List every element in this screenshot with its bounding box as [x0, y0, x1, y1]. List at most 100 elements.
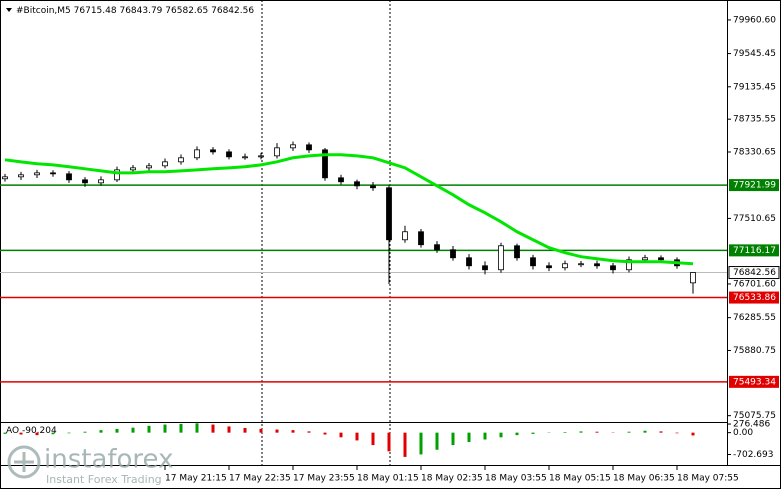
candle [690, 272, 696, 294]
candle [226, 149, 232, 160]
x-tick-label: 18 May 03:55 [485, 474, 547, 484]
candle-body [34, 172, 40, 176]
x-tick-label: 18 May 06:35 [613, 474, 675, 484]
candle-body [690, 272, 696, 284]
candle-body [178, 157, 184, 163]
x-tick-label: 18 May 07:55 [677, 474, 739, 484]
level-label: 76533.86 [733, 293, 776, 303]
candle-body [354, 181, 360, 187]
candle-body [322, 149, 328, 179]
candle-body [546, 265, 552, 269]
candle [338, 174, 344, 185]
candle [578, 261, 584, 268]
x-tick-label: 18 May 02:35 [421, 474, 483, 484]
candle-body [530, 257, 536, 267]
ao-tick-label: 0.00 [733, 428, 753, 438]
symbol: #Bitcoin,M5 [16, 6, 71, 16]
symbol-header: #Bitcoin,M5 76715.48 76843.79 76582.65 7… [16, 6, 254, 16]
x-tick-label: 18 May 05:15 [549, 474, 611, 484]
candle-body [434, 244, 440, 251]
x-tick-label: 18 May 01:15 [357, 474, 419, 484]
y-tick-label: 75075.75 [733, 411, 776, 421]
level-label-box [729, 291, 779, 304]
candle [546, 262, 552, 272]
candle [82, 177, 88, 187]
candle-body [18, 174, 24, 178]
candle [2, 173, 8, 182]
level-label-box [729, 375, 779, 388]
ao-tick-label: -702.693 [733, 450, 773, 460]
candle [258, 152, 264, 160]
x-tick-label: 17 May 21:15 [165, 474, 227, 484]
level-label-box [729, 179, 779, 192]
candle-body [578, 263, 584, 266]
brand: instaforex [44, 445, 173, 475]
candle [626, 256, 632, 273]
menu-arrow[interactable] [6, 8, 12, 12]
ao-tick-label: 276.486 [733, 420, 770, 430]
candle [130, 165, 136, 173]
candle-body [242, 156, 248, 159]
candle [434, 241, 440, 253]
candle [50, 170, 56, 177]
ao-value: -90.204 [22, 426, 57, 436]
y-tick-label: 79545.45 [733, 49, 776, 59]
candle [98, 176, 104, 186]
y-tick-label: 78330.65 [733, 147, 776, 157]
candle-body [274, 147, 280, 157]
candle [242, 153, 248, 160]
moving-average [4, 153, 694, 266]
candle [66, 171, 72, 183]
candle-body [498, 245, 504, 271]
candle-body [194, 149, 200, 159]
y-tick-label: 75880.75 [733, 346, 776, 356]
candle [418, 229, 424, 248]
y-tick-label: 77510.65 [733, 214, 776, 224]
candle-body [258, 155, 264, 158]
candle-body [610, 265, 616, 271]
candle-body [306, 144, 312, 151]
candle [18, 171, 24, 180]
candle-body [594, 263, 600, 267]
y-tick-label: 76285.55 [733, 313, 776, 323]
y-tick-label: 78735.55 [733, 115, 776, 125]
candle [290, 141, 296, 151]
candle-body [226, 151, 232, 158]
candle [274, 143, 280, 159]
candle-body [162, 161, 168, 167]
candle [370, 182, 376, 191]
watermark: instaforex Instant Forex Trading [7, 445, 173, 486]
candle [386, 185, 392, 285]
candle-body [626, 259, 632, 271]
candle-body [210, 149, 216, 153]
ao-name: AO [6, 426, 19, 436]
candle [530, 254, 536, 270]
candle-body [98, 179, 104, 184]
ohlc-close: 76842.56 [211, 6, 254, 16]
ao-label: AO -90.204 [6, 426, 57, 436]
candle-body [482, 265, 488, 271]
level-label: 77116.17 [733, 246, 776, 256]
ohlc-low: 76582.65 [165, 6, 208, 16]
current-price-box [728, 266, 780, 280]
candle-body [658, 257, 664, 261]
candle [402, 225, 408, 243]
candle-body [386, 187, 392, 241]
candle [178, 154, 184, 165]
candle [498, 242, 504, 273]
candle [194, 146, 200, 161]
candle-body [130, 167, 136, 171]
candle-body [466, 257, 472, 267]
candle-body [146, 165, 152, 169]
candle [466, 254, 472, 270]
candle [514, 243, 520, 261]
x-tick-label: 17 May 22:35 [229, 474, 291, 484]
candle [482, 261, 488, 275]
candle [562, 260, 568, 271]
y-tick-label: 79960.60 [733, 15, 776, 25]
candle-body [370, 185, 376, 189]
candle [354, 179, 360, 190]
candle [322, 147, 328, 181]
level-label: 75493.34 [733, 377, 776, 387]
candle [162, 158, 168, 169]
